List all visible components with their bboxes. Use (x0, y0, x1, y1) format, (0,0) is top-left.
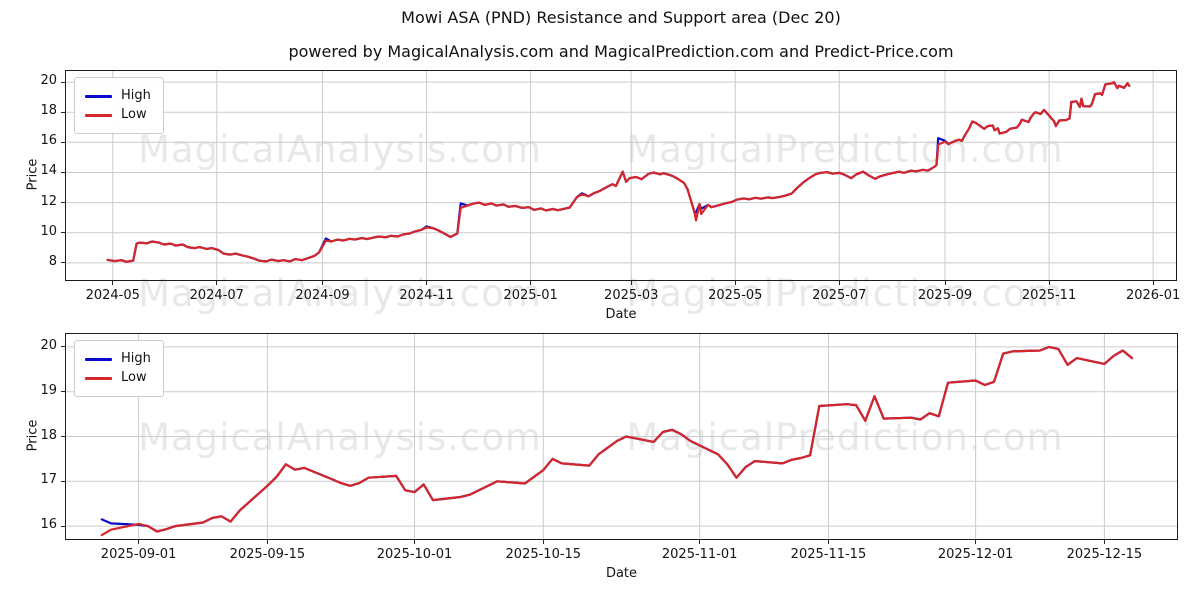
y-tick-label: 18 (40, 103, 57, 119)
series-high-line (100, 345, 1134, 533)
y-tick-label: 8 (48, 253, 57, 269)
bottom-chart-axes: High Low (65, 333, 1178, 540)
x-tick-mark (827, 540, 829, 544)
plot-canvas-1 (65, 333, 1178, 540)
x-tick-label: 2025-07 (812, 288, 867, 303)
x-tick-mark (322, 281, 324, 285)
y-tick-mark (61, 202, 65, 204)
x-tick-label: 2024-07 (189, 288, 244, 303)
x-tick-mark (630, 281, 632, 285)
y-tick-mark (61, 141, 65, 143)
y-tick-mark (61, 232, 65, 234)
x-tick-label: 2025-11 (1021, 288, 1077, 303)
x-tick-mark (1152, 281, 1154, 285)
x-tick-label: 2024-09 (295, 288, 350, 303)
high-line-swatch (85, 357, 112, 361)
watermark: MagicalAnalysis.com (138, 128, 542, 171)
x-tick-label: 2024-05 (85, 288, 140, 303)
watermark: MagicalPrediction.com (626, 416, 1064, 459)
watermark: MagicalPrediction.com (626, 272, 1064, 315)
x-tick-mark (542, 540, 544, 544)
y-tick-mark (61, 171, 65, 173)
y-tick-mark (61, 346, 65, 348)
x-tick-mark (112, 281, 114, 285)
x-tick-label: 2025-09-15 (229, 547, 306, 562)
x-tick-mark (944, 281, 946, 285)
x-tick-mark (734, 281, 736, 285)
x-tick-label: 2025-10-15 (505, 547, 582, 562)
legend-label-low: Low (121, 107, 147, 122)
y-tick-mark (61, 391, 65, 393)
x-tick-label: 2025-11-01 (661, 547, 738, 562)
watermark: MagicalAnalysis.com (138, 272, 542, 315)
x-tick-mark (838, 281, 840, 285)
series-high-line (106, 81, 1131, 263)
x-tick-label: 2025-09 (917, 288, 973, 303)
legend-item-high: High (85, 88, 151, 104)
y-tick-label: 17 (40, 472, 57, 488)
y-tick-label: 16 (40, 517, 57, 533)
y-tick-label: 19 (40, 382, 57, 398)
high-line-swatch (85, 94, 112, 98)
legend-item-high: High (85, 351, 151, 367)
x-axis-label: Date (605, 566, 638, 581)
x-tick-mark (138, 540, 140, 544)
legend-item-low: Low (85, 370, 151, 386)
y-tick-label: 16 (40, 133, 57, 149)
axes-spine (65, 333, 1178, 540)
y-tick-label: 10 (40, 223, 57, 239)
x-tick-label: 2025-10-01 (376, 547, 453, 562)
legend-item-low: Low (85, 107, 151, 123)
x-tick-mark (530, 281, 532, 285)
x-tick-mark (975, 540, 977, 544)
y-axis-label: Price (25, 158, 41, 190)
x-tick-label: 2024-11 (399, 288, 454, 303)
x-tick-label: 2025-12-01 (937, 547, 1014, 562)
y-tick-mark (61, 262, 65, 264)
x-tick-mark (1048, 281, 1050, 285)
y-tick-mark (61, 81, 65, 83)
x-tick-label: 2025-01 (503, 288, 558, 303)
legend-label-high: High (121, 351, 151, 366)
legend-label-high: High (121, 88, 151, 103)
low-line-swatch (85, 113, 112, 117)
legend: High Low (74, 340, 164, 397)
legend: High Low (74, 77, 164, 134)
y-tick-mark (61, 480, 65, 482)
x-tick-label: 2025-05 (708, 288, 763, 303)
x-tick-label: 2025-03 (604, 288, 659, 303)
chart-subtitle: powered by MagicalAnalysis.com and Magic… (288, 42, 954, 61)
x-tick-label: 2026-01 (1125, 288, 1181, 303)
series-low-line (100, 345, 1134, 537)
x-tick-label: 2025-11-15 (790, 547, 867, 562)
x-tick-mark (699, 540, 701, 544)
y-tick-label: 20 (40, 73, 57, 89)
top-chart-axes: High Low (65, 70, 1177, 281)
y-tick-label: 18 (40, 427, 57, 443)
x-tick-mark (1103, 540, 1105, 544)
x-tick-mark (414, 540, 416, 544)
y-tick-label: 14 (40, 163, 57, 179)
y-tick-mark (61, 525, 65, 527)
x-tick-mark (426, 281, 428, 285)
y-tick-label: 12 (40, 193, 57, 209)
axes-spine (65, 70, 1177, 281)
x-tick-mark (216, 281, 218, 285)
y-tick-mark (61, 436, 65, 437)
y-axis-label: Price (25, 419, 41, 451)
legend-label-low: Low (121, 370, 147, 385)
y-tick-mark (61, 111, 65, 113)
x-tick-mark (266, 540, 268, 544)
x-tick-label: 2025-12-15 (1066, 547, 1143, 562)
low-line-swatch (85, 376, 112, 380)
x-tick-label: 2025-09-01 (100, 547, 177, 562)
watermark: MagicalPrediction.com (626, 128, 1064, 171)
x-axis-label: Date (605, 307, 637, 322)
chart-title: Mowi ASA (PND) Resistance and Support ar… (401, 8, 841, 27)
y-tick-label: 20 (40, 337, 57, 353)
watermark: MagicalAnalysis.com (138, 416, 542, 459)
series-low-line (106, 81, 1131, 263)
plot-canvas-0 (65, 70, 1177, 281)
